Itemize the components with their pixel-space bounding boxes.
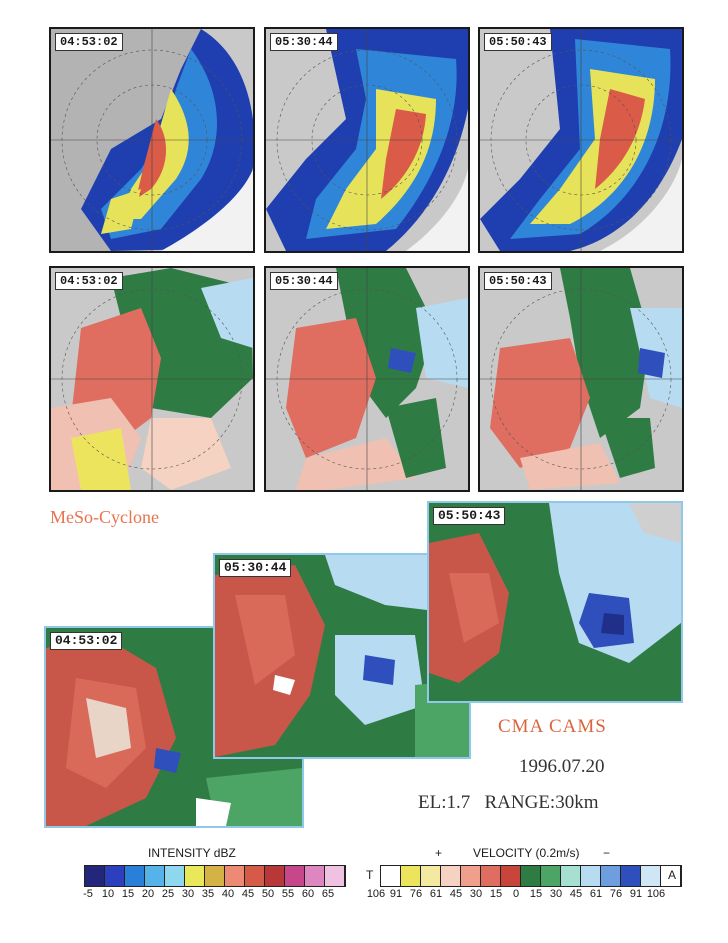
intensity-color-bar (84, 865, 346, 887)
intensity-swatch (165, 866, 185, 886)
intensity-swatch (285, 866, 305, 886)
velocity-swatch (621, 866, 641, 886)
velocity-image-2 (266, 268, 468, 490)
intensity-legend-title: INTENSITY dBZ (148, 846, 236, 860)
velocity-swatch (481, 866, 501, 886)
timestamp-label: 05:50:43 (484, 272, 552, 290)
velocity-color-bar (380, 865, 682, 887)
velocity-tick-label: 76 (609, 888, 623, 900)
intensity-image-2 (266, 29, 468, 251)
velocity-swatch (421, 866, 441, 886)
velocity-panel-2: 05:30:44 (264, 266, 470, 492)
velocity-swatch (661, 866, 681, 886)
velocity-tick-label: 45 (449, 888, 463, 900)
intensity-tick-label: 40 (221, 888, 235, 900)
intensity-panel-2: 05:30:44 (264, 27, 470, 253)
velocity-swatch (501, 866, 521, 886)
intensity-ticks: -5 10 15 20 25 30 35 40 45 50 55 60 65 (78, 888, 338, 900)
intensity-tick-label: 60 (301, 888, 315, 900)
intensity-swatch (325, 866, 345, 886)
velocity-image-3 (480, 268, 682, 490)
timestamp-label: 05:30:44 (270, 272, 338, 290)
timestamp-label: 04:53:02 (50, 632, 123, 650)
velocity-left-symbol: T (366, 868, 374, 882)
timestamp-label: 05:30:44 (270, 33, 338, 51)
timestamp-label: 05:50:43 (433, 507, 506, 525)
intensity-swatch (265, 866, 285, 886)
velocity-legend-title: VELOCITY (0.2m/s) (473, 846, 580, 860)
velocity-tick-label: 106 (366, 888, 386, 900)
intensity-swatch (245, 866, 265, 886)
velocity-swatch (601, 866, 621, 886)
velocity-tick-label: 61 (429, 888, 443, 900)
intensity-tick-label: 25 (161, 888, 175, 900)
intensity-tick-label: 30 (181, 888, 195, 900)
intensity-image-1 (51, 29, 253, 251)
intensity-swatch (205, 866, 225, 886)
velocity-minus-sign: − (603, 846, 611, 860)
velocity-plus-sign: + (435, 846, 443, 860)
organization-caption: CMA CAMS (498, 716, 607, 737)
enlarged-panel-3: 05:50:43 (427, 501, 683, 703)
velocity-swatch (521, 866, 541, 886)
velocity-swatch (581, 866, 601, 886)
timestamp-label: 05:30:44 (219, 559, 292, 577)
velocity-panel-3: 05:50:43 (478, 266, 684, 492)
velocity-tick-label: 15 (489, 888, 503, 900)
intensity-panel-1: 04:53:02 (49, 27, 255, 253)
intensity-tick-label: 10 (101, 888, 115, 900)
velocity-tick-label: 15 (529, 888, 543, 900)
velocity-tick-label: 30 (549, 888, 563, 900)
velocity-swatch (541, 866, 561, 886)
intensity-swatch (125, 866, 145, 886)
velocity-tick-label: 0 (512, 888, 520, 900)
mesocyclone-label: MeSo-Cyclone (50, 507, 159, 527)
intensity-tick-label: -5 (83, 888, 93, 900)
intensity-swatch (305, 866, 325, 886)
velocity-tick-label: 91 (629, 888, 643, 900)
intensity-panel-3: 05:50:43 (478, 27, 684, 253)
timestamp-label: 04:53:02 (55, 33, 123, 51)
intensity-swatch (225, 866, 245, 886)
velocity-tick-label: 76 (409, 888, 423, 900)
velocity-ticks: 106 91 76 61 45 30 15 0 15 30 45 61 76 91 106 (366, 888, 666, 900)
intensity-swatch (105, 866, 125, 886)
enlarged-image-3 (429, 503, 681, 701)
enlarged-image-1 (46, 628, 302, 826)
velocity-swatch (441, 866, 461, 886)
velocity-tick-label: 61 (589, 888, 603, 900)
intensity-tick-label: 35 (201, 888, 215, 900)
intensity-tick-label: 65 (321, 888, 335, 900)
velocity-image-1 (51, 268, 253, 490)
intensity-tick-label: 20 (141, 888, 155, 900)
velocity-right-symbol: A (668, 868, 677, 882)
velocity-swatch (461, 866, 481, 886)
intensity-tick-label: 15 (121, 888, 135, 900)
intensity-tick-label: 50 (261, 888, 275, 900)
intensity-tick-label: 55 (281, 888, 295, 900)
timestamp-label: 05:50:43 (484, 33, 552, 51)
velocity-swatch (381, 866, 401, 886)
date-caption: 1996.07.20 (519, 756, 605, 777)
velocity-tick-label: 91 (389, 888, 403, 900)
timestamp-label: 04:53:02 (55, 272, 123, 290)
velocity-tick-label: 30 (469, 888, 483, 900)
intensity-image-3 (480, 29, 682, 251)
intensity-swatch (185, 866, 205, 886)
velocity-swatch (641, 866, 661, 886)
intensity-swatch (85, 866, 105, 886)
intensity-swatch (145, 866, 165, 886)
velocity-tick-label: 45 (569, 888, 583, 900)
velocity-panel-1: 04:53:02 (49, 266, 255, 492)
velocity-swatch (401, 866, 421, 886)
elevation-range-caption: EL:1.7 RANGE:30km (418, 792, 599, 813)
intensity-tick-label: 45 (241, 888, 255, 900)
velocity-tick-label: 106 (646, 888, 666, 900)
velocity-swatch (561, 866, 581, 886)
